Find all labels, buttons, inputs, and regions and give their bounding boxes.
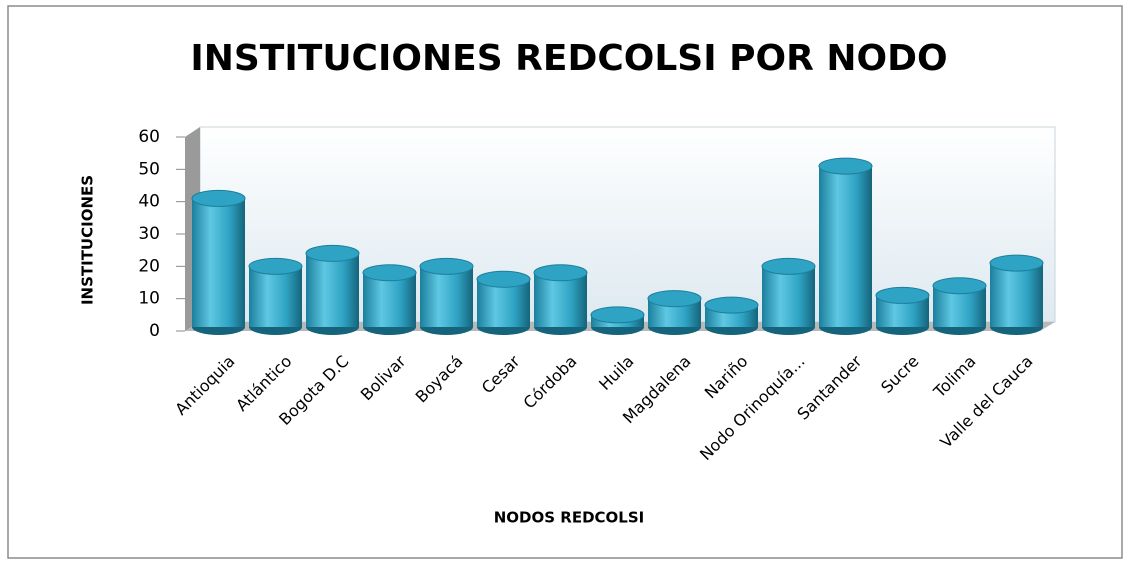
bar-top xyxy=(419,257,474,275)
bar-top xyxy=(932,277,987,295)
bar xyxy=(818,166,873,327)
bar xyxy=(191,198,246,327)
bar xyxy=(419,266,474,327)
y-tick-label: 40 xyxy=(138,192,160,212)
bar xyxy=(761,266,816,327)
y-axis-title: INSTITUCIONES xyxy=(79,175,97,305)
bar-top xyxy=(989,254,1044,272)
y-tick-label: 30 xyxy=(138,224,160,244)
bar-top xyxy=(875,286,930,304)
bar-top xyxy=(476,270,531,288)
bar xyxy=(989,263,1044,327)
bar-top xyxy=(362,264,417,282)
chart-title: INSTITUCIONES REDCOLSI POR NODO xyxy=(190,38,947,79)
y-tick-label: 50 xyxy=(138,159,160,179)
bar xyxy=(248,266,303,327)
x-axis-title: NODOS REDCOLSI xyxy=(494,509,644,527)
bar-top xyxy=(191,189,246,207)
bar-top xyxy=(305,244,360,262)
bar-top xyxy=(590,306,645,324)
bar-top xyxy=(818,157,873,175)
bar xyxy=(533,272,588,327)
bar-top xyxy=(647,290,702,308)
bar-top xyxy=(761,257,816,275)
y-tick-label: 0 xyxy=(149,321,160,341)
bar-top xyxy=(248,257,303,275)
bar xyxy=(362,272,417,327)
y-tick-label: 60 xyxy=(138,127,160,147)
y-tick-label: 10 xyxy=(138,289,160,309)
bar-top xyxy=(533,264,588,282)
bar-top xyxy=(704,296,759,314)
y-tick-label: 20 xyxy=(138,256,160,276)
bar xyxy=(305,253,360,327)
